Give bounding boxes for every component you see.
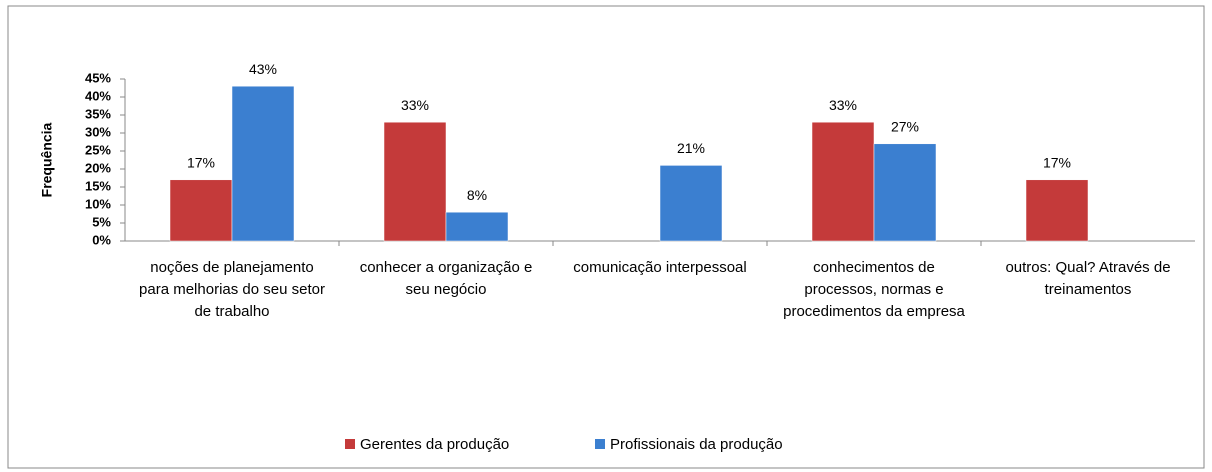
data-label: 17% [1043,155,1071,171]
bar [873,143,937,242]
y-tick-label: 30% [85,124,111,139]
x-tick-label: noções de planejamento para melhorias do… [139,259,325,320]
data-label: 33% [401,97,429,113]
data-label: 8% [467,187,487,203]
x-tick-label: conhecer a organização e seu negócio [359,259,533,298]
legend-swatch [595,439,605,449]
y-tick-label: 10% [85,196,111,211]
y-axis-label: Frequência [39,122,55,197]
data-label: 43% [249,61,277,77]
x-tick-label: outros: Qual? Através de treinamentos [1005,259,1171,298]
data-label: 27% [891,119,919,135]
data-label: 33% [829,97,857,113]
bar [169,179,233,242]
data-label: 21% [677,140,705,156]
y-tick-label: 15% [85,178,111,193]
x-tick-label: conhecimentos de processos, normas e pro… [783,259,965,320]
legend-label: Gerentes da produção [360,436,509,453]
bar [659,165,723,242]
x-tick-label: comunicação interpessoal [573,259,747,276]
bar [383,121,447,242]
bar [1025,179,1089,242]
y-tick-label: 45% [85,70,111,85]
bar [445,211,509,242]
legend-label: Profissionais da produção [610,436,783,453]
y-tick-label: 40% [85,88,111,103]
y-tick-label: 5% [92,214,111,229]
y-tick-label: 20% [85,160,111,175]
y-tick-label: 35% [85,106,111,121]
data-label: 17% [187,155,215,171]
y-tick-label: 25% [85,142,111,157]
bar [231,85,295,242]
bar [811,121,875,242]
legend-swatch [345,439,355,449]
y-tick-label: 0% [92,232,111,247]
